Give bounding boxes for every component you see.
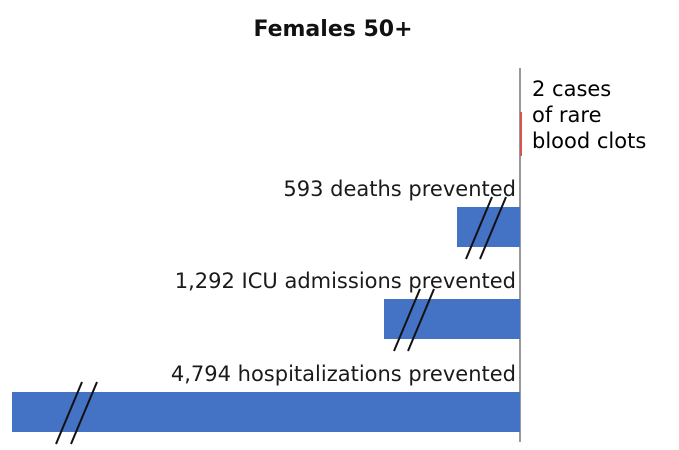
bar-label-1: 593 deaths prevented — [283, 177, 516, 201]
bar-2 — [384, 299, 520, 339]
harm-label-line-1: 2 cases — [532, 77, 611, 101]
axis-break-mark-2-2 — [407, 288, 435, 352]
harm-label-line-2: of rare — [532, 103, 602, 127]
axis-break-mark-3-2 — [70, 381, 98, 445]
axis-break-mark-2-1 — [393, 288, 421, 352]
bars-group: 593 deaths prevented 1,292 ICU admissions… — [12, 177, 520, 445]
axis-break-mark-1-1 — [465, 196, 493, 260]
bar-3 — [12, 392, 520, 432]
axis-break-mark-1-2 — [479, 196, 507, 260]
bar-label-2: 1,292 ICU admissions prevented — [175, 269, 516, 293]
axis-break-mark-3-1 — [55, 381, 83, 445]
chart-title: Females 50+ — [253, 17, 412, 42]
harm-label-line-3: blood clots — [532, 129, 646, 153]
bar-label-3: 4,794 hospitalizations prevented — [171, 362, 516, 386]
